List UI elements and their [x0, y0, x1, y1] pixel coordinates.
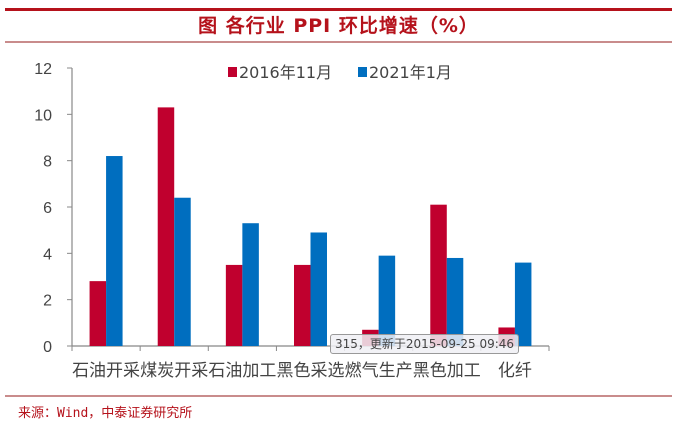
y-tick-label: 6 — [43, 200, 52, 217]
x-tick-label: 石油开采 — [72, 361, 140, 381]
bar-2021-01 — [106, 156, 123, 346]
x-tick-label: 燃气生产 — [345, 361, 413, 381]
bar-2016-11 — [294, 264, 311, 346]
bar-2021-01 — [514, 262, 532, 346]
bar-2016-11 — [89, 281, 107, 346]
x-tick-label: 石油加工 — [208, 361, 276, 381]
source-note: 来源：Wind，中泰证券研究所 — [18, 406, 193, 421]
x-tick-label: 黑色加工 — [413, 361, 481, 381]
title-rule — [5, 41, 672, 43]
legend-swatch — [228, 67, 237, 77]
bar-2016-11 — [157, 107, 175, 346]
y-tick-label: 4 — [43, 246, 52, 263]
legend-label: 2016年11月 — [239, 63, 332, 82]
tooltip: 315，更新于2015-09-25 09:46 — [330, 334, 520, 354]
y-tick-label: 8 — [43, 154, 52, 171]
y-tick-label: 0 — [43, 339, 52, 356]
bar-2021-01 — [242, 223, 259, 346]
bar-2016-11 — [225, 264, 243, 346]
x-tick-label: 煤炭开采 — [140, 361, 208, 381]
y-tick-label: 10 — [34, 107, 52, 124]
chart-title: 图 各行业 PPI 环比增速（%） — [198, 15, 479, 37]
bar-2021-01 — [378, 255, 396, 346]
bar-2021-01 — [310, 232, 327, 346]
bar-2016-11 — [430, 204, 447, 346]
legend-label: 2021年1月 — [369, 63, 452, 82]
y-tick-label: 12 — [34, 61, 52, 78]
y-tick-label: 2 — [43, 293, 52, 310]
top-rule — [5, 8, 672, 11]
source-rule — [5, 395, 672, 397]
legend-swatch — [358, 67, 367, 77]
bar-2021-01 — [174, 197, 191, 346]
bar-2021-01 — [446, 257, 464, 346]
x-tick-label: 黑色采选 — [277, 361, 345, 381]
x-tick-label: 化纤 — [498, 361, 532, 381]
